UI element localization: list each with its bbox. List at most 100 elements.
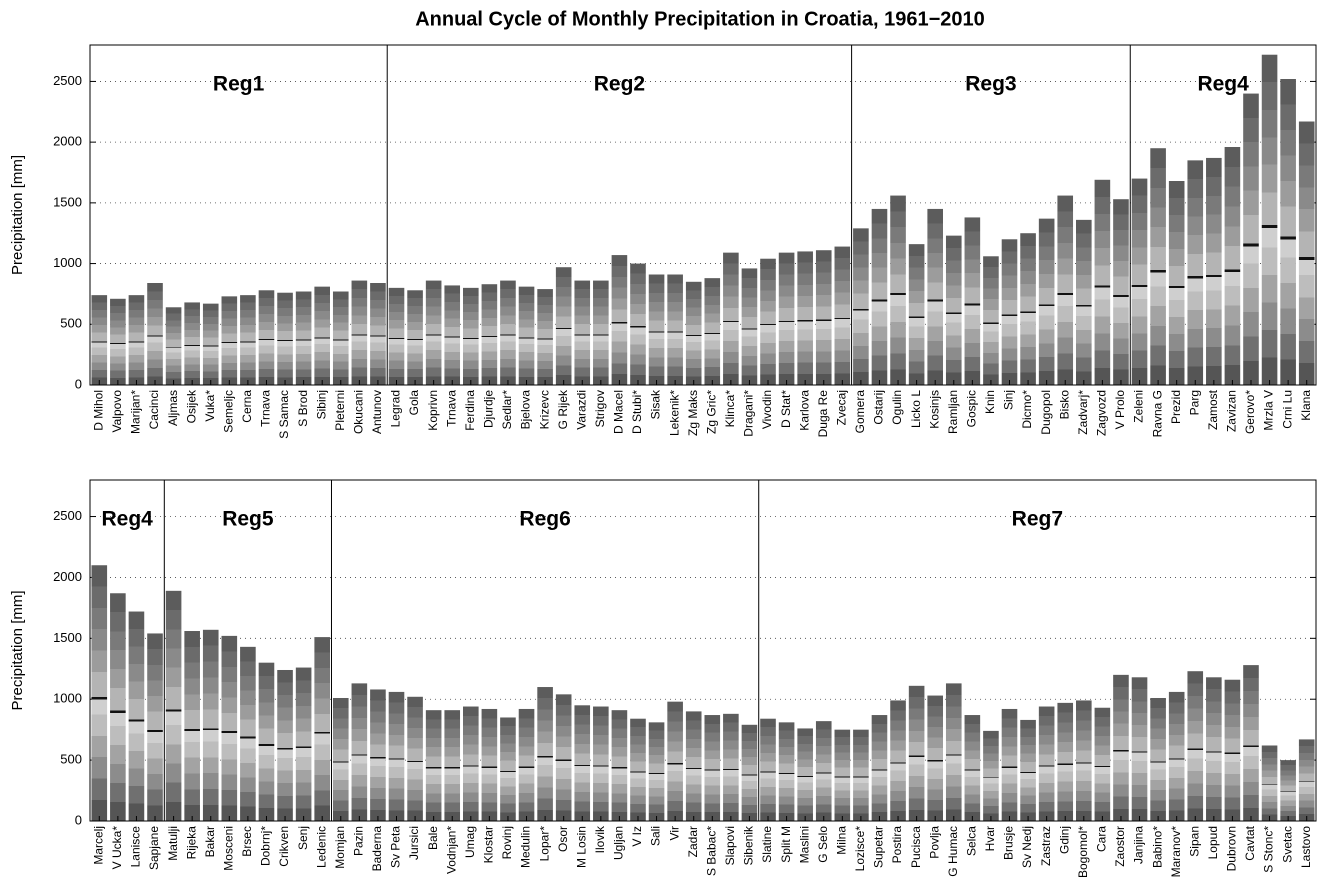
x-tick-label: S Stonc* [1262, 826, 1276, 873]
y-axis-label: Precipitation [mm] [9, 590, 26, 710]
bar [1224, 147, 1241, 385]
bar [481, 284, 498, 385]
x-tick-label: D Mihol [91, 390, 105, 431]
x-tick-label: Crni Lu [1280, 390, 1294, 429]
bar [927, 208, 943, 385]
plot-frame [89, 44, 1317, 386]
bar [221, 296, 238, 385]
bar [834, 246, 851, 385]
bar [1001, 239, 1018, 385]
x-tick-label: Duga Re [816, 390, 830, 438]
x-tick-label: Umag [463, 826, 477, 858]
x-tick-label: Bogomol* [1076, 826, 1090, 878]
bar [648, 274, 665, 385]
x-tick-label: Povlja [927, 826, 941, 859]
bar [481, 708, 498, 821]
x-tick-label: Vodnjan* [444, 826, 458, 874]
x-tick-label: Ilovik [593, 825, 607, 853]
x-tick-label: Sali [649, 826, 663, 846]
x-tick-label: Dicmo* [1020, 390, 1034, 429]
x-tick-label: Bjelova [519, 390, 533, 430]
bar [1280, 79, 1296, 385]
x-tick-label: Sv Peta [389, 826, 403, 868]
bar [1280, 760, 1296, 821]
x-tick-label: Osor [556, 826, 570, 852]
x-tick-label: Lopud [1206, 826, 1220, 859]
y-tick-label: 500 [60, 316, 82, 331]
bar [91, 565, 108, 821]
bar [314, 286, 330, 385]
bar [1224, 679, 1241, 821]
x-tick-label: D Macel [612, 390, 626, 434]
x-tick-label: Zadar [686, 826, 700, 857]
x-tick-label: Bisko [1057, 390, 1071, 420]
bar [537, 289, 553, 385]
x-tick-label: Hvar [983, 826, 997, 851]
x-tick-label: V Prolo [1113, 390, 1127, 430]
bar [444, 285, 461, 385]
y-tick-label: 2500 [53, 73, 82, 88]
x-tick-label: Lastovo [1299, 826, 1313, 868]
x-tick-label: Koprivn [426, 390, 440, 431]
x-tick-label: Gdinj [1057, 826, 1071, 854]
x-tick-label: S Samac [277, 390, 291, 439]
x-tick-label: Dugopol [1039, 390, 1053, 435]
bar [741, 724, 758, 821]
x-tick-label: Trnava [444, 390, 458, 427]
x-tick-label: Vir [667, 826, 681, 840]
bar [202, 629, 219, 821]
y-tick-label: 1500 [53, 194, 82, 209]
bar [1150, 148, 1166, 385]
bar [685, 281, 702, 385]
bar [1187, 671, 1204, 821]
bar [295, 667, 312, 821]
x-tick-label: Licko L [909, 390, 923, 428]
bar [1020, 719, 1036, 821]
x-tick-label: Lanisce [129, 826, 143, 868]
bar [147, 633, 163, 821]
bar [871, 208, 888, 385]
x-tick-label: Ferdina [463, 390, 477, 431]
x-tick-label: Brusje [1002, 826, 1016, 860]
x-tick-label: Karlova [797, 390, 811, 431]
bar [815, 250, 832, 385]
bar [778, 722, 795, 821]
x-tick-label: Ramljan [946, 390, 960, 434]
bar [165, 590, 182, 821]
x-tick-label: Sinj [1002, 390, 1016, 410]
x-tick-label: Zavizan [1225, 390, 1239, 432]
bar [258, 662, 275, 821]
x-tick-label: Ravna G [1150, 390, 1164, 437]
bar [555, 267, 572, 385]
bar [332, 697, 349, 821]
plot-frame [89, 479, 1317, 822]
x-tick-label: Krizevc [537, 390, 551, 429]
bar [648, 722, 665, 821]
x-tick-label: Dragani* [742, 390, 756, 437]
x-tick-label: Sv Nedj [1020, 826, 1034, 868]
bar [1076, 219, 1092, 385]
y-tick-label: 0 [75, 812, 82, 827]
y-tick-label: 500 [60, 752, 82, 767]
x-tick-label: Zadvarj* [1076, 390, 1090, 435]
bar [908, 685, 925, 821]
x-tick-label: Svetac [1280, 826, 1294, 863]
x-tick-label: Crikven [277, 826, 291, 867]
x-tick-label: G Humac [946, 826, 960, 877]
bar [574, 280, 591, 385]
bar [871, 715, 888, 821]
x-tick-label: Cerna [240, 390, 254, 423]
bar [853, 228, 869, 385]
bar [741, 268, 758, 385]
bar [332, 291, 349, 385]
x-tick-label: Varazdi [574, 390, 588, 430]
x-tick-label: Marcelj [91, 826, 105, 865]
x-tick-label: Jursici [407, 826, 421, 860]
bar [1057, 702, 1074, 821]
bar [463, 706, 479, 821]
bar [518, 708, 535, 821]
bar [370, 283, 386, 385]
x-tick-label: Djurdje [482, 390, 496, 428]
region-label: Reg5 [222, 508, 274, 531]
